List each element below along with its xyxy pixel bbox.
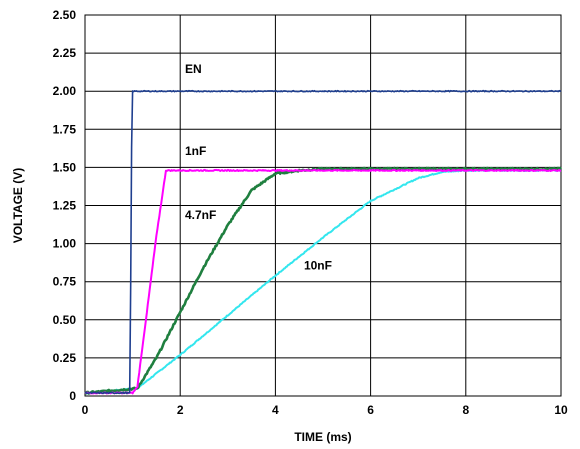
x-axis-title: TIME (ms) bbox=[294, 430, 351, 444]
y-tick-label: 2.00 bbox=[53, 84, 77, 98]
y-tick-label: 1.00 bbox=[53, 237, 77, 251]
series-annotation: EN bbox=[185, 62, 202, 76]
x-tick-label: 8 bbox=[462, 403, 469, 417]
series-annotation: 10nF bbox=[304, 259, 332, 273]
grid bbox=[84, 14, 562, 397]
series-line-1nf bbox=[84, 168, 562, 395]
plot-frame bbox=[84, 14, 562, 397]
y-tick-label: 2.50 bbox=[53, 8, 77, 22]
series-annotations: EN 1nF 4.7nF 10nF bbox=[185, 62, 332, 273]
y-tick-label: 1.50 bbox=[53, 160, 77, 174]
x-tick-label: 2 bbox=[177, 403, 184, 417]
y-axis-title: VOLTAGE (V) bbox=[11, 168, 25, 244]
y-tick-label: 0.25 bbox=[53, 351, 77, 365]
y-tick-label: 0 bbox=[69, 389, 76, 403]
y-tick-label: 0.50 bbox=[53, 313, 77, 327]
series-annotation: 4.7nF bbox=[185, 208, 216, 222]
series-line-4-7nf bbox=[84, 166, 562, 395]
y-tick-label: 1.75 bbox=[53, 122, 77, 136]
series-line-en bbox=[84, 89, 562, 395]
y-tick-label: 0.75 bbox=[53, 275, 77, 289]
y-tick-label: 2.25 bbox=[53, 46, 77, 60]
x-tick-label: 6 bbox=[367, 403, 374, 417]
x-tick-label: 0 bbox=[82, 403, 89, 417]
series-layer bbox=[84, 89, 562, 395]
x-tick-label: 4 bbox=[272, 403, 279, 417]
y-tick-label: 1.25 bbox=[53, 199, 77, 213]
tick-labels: 0 2 4 6 8 10 0 0.25 0.50 0.75 1.00 1.25 1.50 1.75 2.00… bbox=[53, 8, 568, 417]
x-tick-label: 10 bbox=[554, 403, 568, 417]
series-annotation: 1nF bbox=[185, 144, 206, 158]
